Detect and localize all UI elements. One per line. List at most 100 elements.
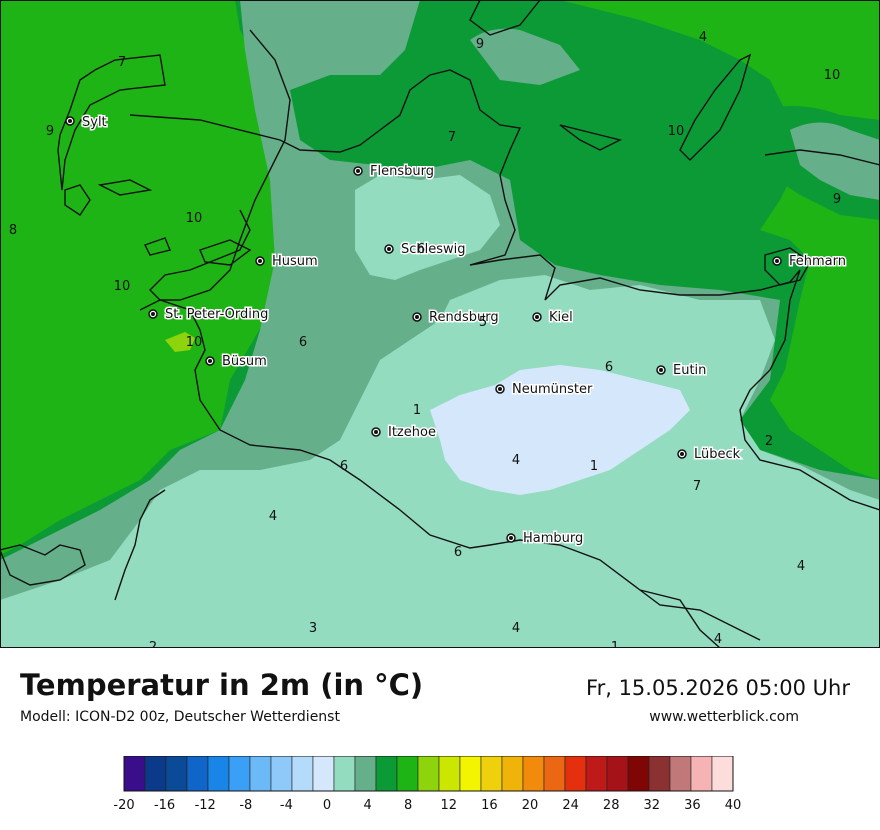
legend-tick-label: -16 bbox=[154, 798, 175, 813]
svg-text:Sylt: Sylt bbox=[82, 115, 107, 130]
legend-outline bbox=[123, 756, 734, 792]
legend-swatch bbox=[606, 756, 629, 792]
legend-swatch bbox=[270, 756, 293, 792]
point-value: 1 bbox=[590, 459, 598, 474]
city-st-peter-ording: St. Peter-Ording bbox=[148, 306, 270, 324]
forecast-datetime: Fr, 15.05.2026 05:00 Uhr bbox=[586, 676, 850, 700]
city-flensburg: Flensburg bbox=[353, 163, 435, 181]
point-value: 10 bbox=[668, 124, 685, 139]
point-values: 9 4 7 10 9 10 7 8 10 9 10 6 5 10 6 6 1 2… bbox=[9, 30, 841, 648]
legend-tick-label: 40 bbox=[725, 798, 742, 813]
city-kiel: Kiel bbox=[532, 309, 574, 327]
svg-text:Schleswig: Schleswig bbox=[401, 242, 466, 257]
svg-text:Itzehoe: Itzehoe bbox=[388, 425, 436, 440]
city-markers: Sylt Flensburg Schleswig Husum Fehmarn S… bbox=[65, 114, 848, 548]
point-value: 7 bbox=[448, 130, 456, 145]
city-luebeck: Lübeck bbox=[677, 446, 742, 464]
point-value: 6 bbox=[417, 242, 425, 257]
legend-swatch bbox=[501, 756, 524, 792]
temp-zone-11 bbox=[165, 332, 195, 352]
svg-text:St. Peter-Ording: St. Peter-Ording bbox=[165, 307, 268, 322]
city-buesum: Büsum bbox=[205, 353, 268, 371]
temp-zone-6b bbox=[790, 122, 880, 200]
legend-tick-label: 12 bbox=[441, 798, 458, 813]
svg-text:Husum: Husum bbox=[272, 254, 318, 269]
point-value: 10 bbox=[824, 68, 841, 83]
legend-swatch bbox=[711, 756, 734, 792]
city-fehmarn: Fehmarn bbox=[772, 253, 848, 271]
legend-tick-label: 20 bbox=[522, 798, 539, 813]
legend-tick-label: -8 bbox=[239, 798, 252, 813]
legend-tick-label: 36 bbox=[684, 798, 701, 813]
website-link[interactable]: www.wetterblick.com bbox=[649, 709, 799, 725]
point-value: 8 bbox=[9, 223, 17, 238]
legend-tick-label: 28 bbox=[603, 798, 620, 813]
point-value: 10 bbox=[186, 335, 203, 350]
svg-text:Eutin: Eutin bbox=[673, 363, 706, 378]
temp-zone-6c bbox=[470, 28, 580, 85]
svg-text:Büsum: Büsum bbox=[222, 354, 267, 369]
legend-swatch bbox=[627, 756, 650, 792]
legend-swatch bbox=[438, 756, 461, 792]
legend-swatch bbox=[144, 756, 167, 792]
legend-swatch bbox=[396, 756, 419, 792]
city-husum: Husum bbox=[255, 253, 319, 271]
point-value: 10 bbox=[186, 211, 203, 226]
point-value: 1 bbox=[413, 403, 421, 418]
city-sylt: Sylt bbox=[65, 114, 108, 132]
coastlines bbox=[0, 0, 880, 648]
legend-tick-label: -12 bbox=[195, 798, 216, 813]
point-value: 4 bbox=[512, 621, 520, 636]
svg-text:Lübeck: Lübeck bbox=[694, 447, 741, 462]
legend-swatch bbox=[207, 756, 230, 792]
legend-tick-label: 0 bbox=[323, 798, 331, 813]
point-value: 4 bbox=[512, 453, 520, 468]
color-legend: -20 -16 -12 -8 -4 0 4 8 12 16 20 24 28 32 36 40 bbox=[113, 756, 741, 813]
legend-swatch bbox=[354, 756, 377, 792]
legend-swatch bbox=[249, 756, 272, 792]
point-value: 6 bbox=[299, 335, 307, 350]
svg-text:Rendsburg: Rendsburg bbox=[429, 310, 499, 325]
legend-swatch bbox=[228, 756, 251, 792]
legend-swatch bbox=[585, 756, 608, 792]
point-value: 5 bbox=[479, 315, 487, 330]
legend-swatch bbox=[459, 756, 482, 792]
legend-swatch bbox=[123, 756, 146, 792]
city-neumuenster: Neumünster bbox=[495, 381, 594, 399]
point-value: 2 bbox=[765, 434, 773, 449]
legend-tick-label: 24 bbox=[562, 798, 579, 813]
legend-ticks: -20 -16 -12 -8 -4 0 4 8 12 16 20 24 28 32 36 40 bbox=[113, 798, 741, 813]
point-value: 9 bbox=[46, 124, 54, 139]
temperature-map: Sylt Flensburg Schleswig Husum Fehmarn S… bbox=[0, 0, 880, 648]
svg-text:Kiel: Kiel bbox=[549, 310, 573, 325]
legend-tick-label: 32 bbox=[644, 798, 661, 813]
legend-swatch bbox=[333, 756, 356, 792]
legend-swatch bbox=[312, 756, 335, 792]
city-eutin: Eutin bbox=[656, 362, 708, 380]
legend-tick-label: 16 bbox=[481, 798, 498, 813]
city-hamburg: Hamburg bbox=[506, 530, 585, 548]
point-value: 6 bbox=[605, 360, 613, 375]
point-value: 4 bbox=[714, 632, 722, 647]
point-value: 10 bbox=[114, 279, 131, 294]
point-value: 4 bbox=[699, 30, 707, 45]
legend-swatch bbox=[186, 756, 209, 792]
temp-zone-1 bbox=[430, 365, 690, 495]
point-value: 9 bbox=[476, 37, 484, 52]
svg-text:Hamburg: Hamburg bbox=[523, 531, 583, 546]
legend-swatch bbox=[648, 756, 671, 792]
city-schleswig: Schleswig bbox=[384, 241, 467, 259]
legend-tick-label: 8 bbox=[404, 798, 412, 813]
point-value: 7 bbox=[693, 479, 701, 494]
point-value: 2 bbox=[149, 640, 157, 648]
point-value: 6 bbox=[340, 459, 348, 474]
legend-swatch bbox=[522, 756, 545, 792]
legend-tick-label: -4 bbox=[280, 798, 293, 813]
legend-tick-label: 4 bbox=[363, 798, 371, 813]
temp-zone-4 bbox=[355, 175, 500, 280]
city-rendsburg: Rendsburg bbox=[412, 309, 500, 327]
legend-swatch bbox=[690, 756, 713, 792]
legend-swatch bbox=[417, 756, 440, 792]
legend-tick-label: -20 bbox=[113, 798, 134, 813]
legend-swatch bbox=[375, 756, 398, 792]
